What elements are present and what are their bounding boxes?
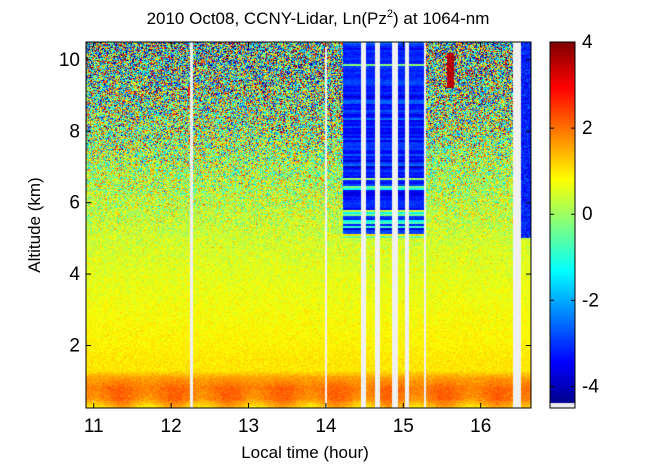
x-tick-label-3: 14 xyxy=(315,416,337,437)
plot-border xyxy=(85,41,532,409)
colorbar-axis: 4 2 0 -2 -4 xyxy=(550,32,599,397)
y-tick-label-4: 10 xyxy=(59,50,80,71)
colorbar-canvas xyxy=(550,42,575,408)
chart-title-main: 2010 Oct08, CCNY-Lidar, Ln(Pz xyxy=(147,9,387,28)
colorbar-tick-label-3: -2 xyxy=(582,290,599,311)
y-tick-label-3: 8 xyxy=(69,121,80,142)
y-tick-label-0: 2 xyxy=(69,336,80,357)
y-axis-label: Altitude (km) xyxy=(25,177,44,272)
colorbar-frame xyxy=(550,42,575,408)
x-axis: 11 12 13 14 15 16 xyxy=(84,42,491,437)
colorbar-tick-label-1: 2 xyxy=(582,118,593,139)
y-axis: 2 4 6 8 10 xyxy=(59,50,531,357)
chart-title-end: ) at 1064-nm xyxy=(393,9,489,28)
heatmap-canvas xyxy=(86,42,531,408)
x-tick-label-5: 16 xyxy=(470,416,491,437)
colorbar-tick-label-4: -4 xyxy=(582,376,599,397)
x-tick-label-4: 15 xyxy=(393,416,414,437)
x-tick-label-0: 11 xyxy=(84,416,104,437)
x-tick-label-2: 13 xyxy=(238,416,259,437)
plot-frame xyxy=(86,42,531,408)
x-tick-label-1: 12 xyxy=(161,416,182,437)
y-tick-label-2: 6 xyxy=(69,193,80,214)
colorbar-border xyxy=(549,41,576,409)
chart-title: 2010 Oct08, CCNY-Lidar, Ln(Pz2) at 1064-… xyxy=(147,8,490,28)
chart-title-sup: 2 xyxy=(387,8,393,20)
colorbar-tick-label-2: 0 xyxy=(582,204,593,225)
y-tick-label-1: 4 xyxy=(69,264,80,285)
colorbar-tick-label-0: 4 xyxy=(582,32,593,53)
x-axis-label: Local time (hour) xyxy=(241,443,369,462)
